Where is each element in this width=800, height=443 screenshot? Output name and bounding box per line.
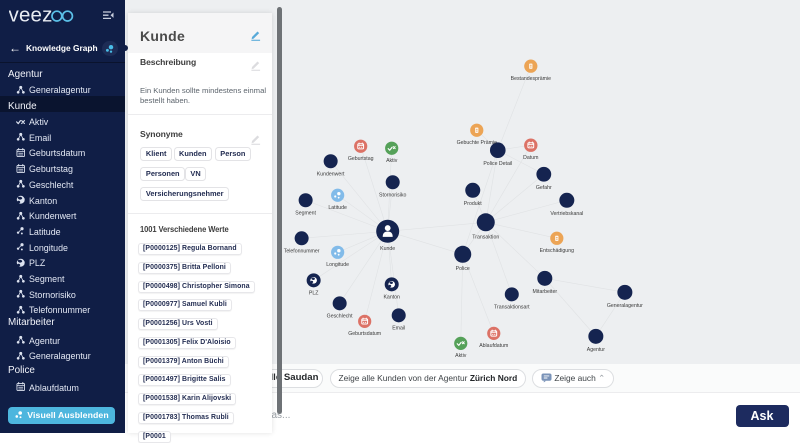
svg-text:Kunde: Kunde	[380, 246, 395, 252]
svg-text:Aktiv: Aktiv	[386, 158, 398, 164]
svg-text:Ablaufdatum: Ablaufdatum	[479, 343, 508, 349]
svg-text:Mitarbeiter: Mitarbeiter	[532, 289, 557, 295]
svg-text:Gebuchte Prämie: Gebuchte Prämie	[456, 140, 496, 146]
svg-text:Agentur: Agentur	[586, 347, 604, 353]
svg-text:Gefahr: Gefahr	[535, 185, 551, 191]
svg-text:Datum: Datum	[523, 155, 538, 161]
svg-text:Produkt: Produkt	[463, 201, 481, 207]
svg-text:Email: Email	[392, 326, 405, 332]
svg-text:veez: veez	[9, 4, 53, 27]
svg-text:Longitude: Longitude	[326, 262, 349, 268]
svg-text:Bestandesprämie: Bestandesprämie	[510, 76, 550, 82]
svg-text:Stornorisiko: Stornorisiko	[379, 192, 407, 198]
svg-text:Kundenwert: Kundenwert	[316, 171, 344, 177]
svg-text:Kanton: Kanton	[383, 295, 400, 301]
svg-text:Vertriebskanal: Vertriebskanal	[550, 211, 583, 217]
svg-text:Geschlecht: Geschlecht	[326, 314, 353, 320]
svg-text:Police Detail: Police Detail	[483, 161, 512, 167]
svg-text:Geburtstag: Geburtstag	[347, 156, 373, 162]
svg-text:Segment: Segment	[295, 210, 316, 216]
svg-text:Telefonnummer: Telefonnummer	[283, 249, 319, 255]
svg-text:Transaktion: Transaktion	[472, 234, 499, 240]
svg-text:Police: Police	[455, 266, 469, 272]
svg-text:Latitude: Latitude	[328, 205, 347, 211]
svg-text:Transaktionsart: Transaktionsart	[494, 305, 530, 311]
svg-text:Aktiv: Aktiv	[455, 353, 467, 359]
svg-text:Generalagentur: Generalagentur	[606, 303, 642, 309]
svg-text:Geburtsdatum: Geburtsdatum	[348, 331, 381, 337]
svg-text:Entschädigung: Entschädigung	[539, 248, 573, 254]
svg-text:PLZ: PLZ	[308, 291, 318, 297]
